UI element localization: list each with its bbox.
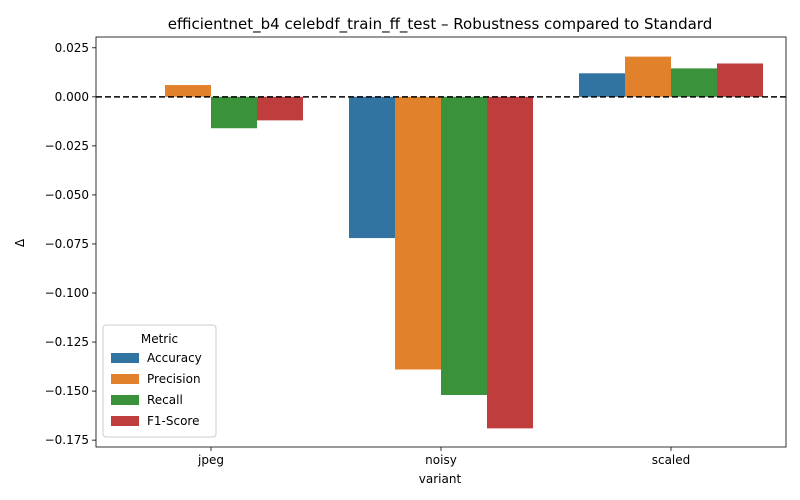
bar-f1-score-jpeg [257, 96, 303, 121]
legend-label: Accuracy [147, 351, 202, 365]
bar-precision-scaled [625, 56, 671, 97]
y-tick-label: −0.050 [45, 188, 89, 202]
bar-precision-jpeg [165, 85, 211, 97]
x-axis-label: variant [419, 472, 462, 486]
legend-swatch [111, 395, 139, 405]
bar-f1-score-scaled [717, 63, 763, 97]
y-tick-label: −0.075 [45, 237, 89, 251]
legend-swatch [111, 374, 139, 384]
plot-area: 0.025 0.000 −0.025 −0.050 −0.075 −0.100 −0.125… [45, 36, 787, 467]
bar-f1-score-noisy [487, 96, 533, 429]
x-tick-label: jpeg [197, 453, 224, 467]
legend-label: Recall [147, 393, 183, 407]
legend-swatch [111, 353, 139, 363]
chart-title: efficientnet_b4 celebdf_train_ff_test – … [168, 15, 712, 34]
legend-title: Metric [141, 332, 178, 346]
y-tick-label: −0.100 [45, 286, 89, 300]
x-tick-label: noisy [425, 453, 457, 467]
y-tick-label: −0.025 [45, 139, 89, 153]
y-tick-label: 0.000 [55, 90, 89, 104]
y-tick-label: −0.175 [45, 433, 89, 447]
x-tick-label: scaled [652, 453, 691, 467]
legend-label: F1-Score [147, 414, 199, 428]
bar-recall-jpeg [211, 96, 257, 129]
bar-accuracy-scaled [579, 73, 625, 97]
y-tick-label: −0.125 [45, 335, 89, 349]
legend: Metric Accuracy Precision Recall F1-Score [102, 324, 217, 438]
legend-label: Precision [147, 372, 201, 386]
y-tick-label: 0.025 [55, 41, 89, 55]
bar-recall-noisy [441, 96, 487, 396]
y-axis-label: Δ [13, 238, 27, 247]
legend-swatch [111, 416, 139, 426]
bar-recall-scaled [671, 68, 717, 97]
bar-precision-noisy [395, 96, 441, 370]
bar-accuracy-noisy [349, 96, 395, 239]
y-tick-label: −0.150 [45, 384, 89, 398]
